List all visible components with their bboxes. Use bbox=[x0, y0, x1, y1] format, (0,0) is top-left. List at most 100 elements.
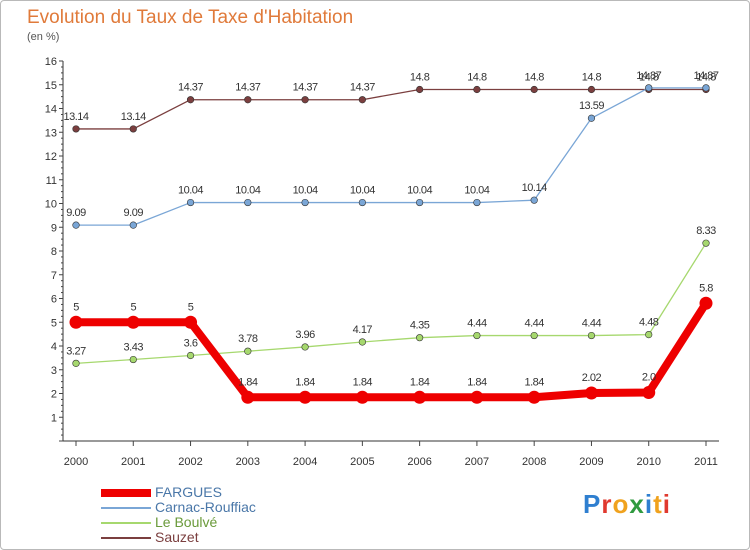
x-tick-label: 2011 bbox=[694, 456, 718, 468]
data-label: 14.37 bbox=[178, 82, 203, 94]
data-label: 14.8 bbox=[410, 72, 430, 84]
data-point bbox=[473, 85, 481, 94]
x-tick-label: 2010 bbox=[636, 456, 660, 468]
data-point bbox=[645, 331, 653, 339]
data-label: 14.8 bbox=[524, 72, 544, 84]
data-label: 14.8 bbox=[582, 72, 602, 84]
data-label: 2.0 bbox=[642, 372, 656, 384]
y-tick-label: 5 bbox=[51, 317, 57, 329]
y-tick-label: 4 bbox=[51, 341, 57, 353]
legend-item: FARGUES bbox=[101, 485, 256, 500]
data-point bbox=[301, 198, 309, 207]
legend-label: FARGUES bbox=[155, 484, 222, 500]
data-point bbox=[699, 296, 713, 310]
data-label: 14.37 bbox=[350, 82, 375, 94]
data-point bbox=[473, 331, 481, 340]
logo-letter: i bbox=[662, 489, 671, 519]
data-point bbox=[416, 85, 424, 94]
data-point bbox=[358, 198, 366, 207]
series-line-sauzet bbox=[76, 88, 706, 130]
logo-letter: r bbox=[601, 489, 613, 519]
data-label: 5 bbox=[188, 301, 194, 313]
data-label: 14.8 bbox=[467, 72, 487, 84]
data-point bbox=[72, 359, 80, 367]
x-tick-label: 2006 bbox=[407, 456, 431, 468]
data-point bbox=[587, 85, 596, 94]
data-label: 10.04 bbox=[178, 185, 203, 197]
y-tick-label: 7 bbox=[51, 270, 57, 282]
data-label: 5 bbox=[73, 301, 79, 313]
series-line-fargues bbox=[76, 301, 710, 402]
data-label: 1.84 bbox=[353, 376, 373, 388]
x-tick-label: 2009 bbox=[579, 456, 603, 468]
chart-legend: FARGUES Carnac-Rouffiac Le Boulvé Sauzet bbox=[101, 485, 256, 545]
legend-item: Carnac-Rouffiac bbox=[101, 500, 256, 515]
data-label: 8.33 bbox=[696, 225, 716, 237]
data-point bbox=[702, 84, 710, 92]
data-label: 4.44 bbox=[467, 318, 487, 330]
legend-swatch bbox=[101, 521, 151, 524]
logo-letter: P bbox=[583, 489, 602, 519]
data-label: 10.04 bbox=[350, 185, 375, 197]
x-tick-label: 2005 bbox=[350, 456, 374, 468]
data-point bbox=[186, 198, 195, 207]
data-label: 1.84 bbox=[295, 376, 315, 388]
data-label: 1.84 bbox=[410, 376, 430, 388]
logo-letter: o bbox=[612, 489, 630, 519]
legend-item: Le Boulvé bbox=[101, 515, 256, 530]
data-label: 3.27 bbox=[66, 345, 86, 357]
data-point bbox=[355, 390, 369, 404]
data-point bbox=[527, 390, 541, 404]
y-tick-label: 8 bbox=[51, 246, 57, 258]
data-point bbox=[129, 221, 137, 229]
x-tick-label: 2003 bbox=[236, 456, 260, 468]
data-point bbox=[584, 386, 598, 400]
data-label: 4.44 bbox=[582, 318, 602, 330]
data-label: 3.96 bbox=[295, 329, 315, 341]
x-tick-label: 2001 bbox=[121, 456, 145, 468]
y-tick-label: 16 bbox=[45, 56, 57, 68]
data-label: 2.02 bbox=[582, 372, 602, 384]
data-label: 14.37 bbox=[235, 82, 260, 94]
data-point bbox=[416, 334, 424, 342]
series-line-carnac-rouffiac bbox=[76, 87, 706, 226]
data-point bbox=[530, 196, 538, 204]
data-label: 3.78 bbox=[238, 333, 258, 345]
data-label: 1.84 bbox=[524, 376, 544, 388]
y-tick-label: 1 bbox=[51, 412, 57, 424]
data-label: 9.09 bbox=[66, 207, 86, 219]
x-tick-label: 2000 bbox=[64, 456, 88, 468]
data-point bbox=[72, 221, 80, 229]
y-tick-label: 11 bbox=[46, 175, 57, 187]
data-point bbox=[358, 338, 366, 346]
data-point bbox=[72, 125, 80, 133]
logo-letter: i bbox=[644, 489, 654, 519]
data-label: 3.6 bbox=[184, 338, 198, 350]
data-point bbox=[186, 351, 195, 360]
data-point bbox=[129, 125, 137, 133]
data-label: 14.8 bbox=[639, 72, 659, 84]
data-point bbox=[301, 96, 309, 104]
data-point bbox=[416, 198, 424, 207]
logo-letter: t bbox=[653, 489, 663, 519]
data-label: 14.8 bbox=[696, 72, 716, 84]
data-point bbox=[413, 390, 427, 404]
chart-subtitle: (en %) bbox=[27, 31, 60, 43]
legend-label: Le Boulvé bbox=[155, 514, 218, 530]
data-point bbox=[298, 390, 312, 404]
data-label: 3.43 bbox=[124, 342, 144, 354]
y-tick-label: 10 bbox=[45, 199, 57, 211]
data-point bbox=[587, 114, 596, 122]
y-tick-label: 3 bbox=[51, 365, 57, 377]
legend-label: Carnac-Rouffiac bbox=[155, 499, 256, 515]
data-label: 5.8 bbox=[699, 282, 713, 294]
data-point bbox=[69, 315, 83, 329]
data-point bbox=[301, 343, 309, 351]
data-point bbox=[530, 331, 538, 340]
legend-swatch bbox=[101, 506, 151, 509]
data-label: 10.04 bbox=[407, 185, 432, 197]
data-point bbox=[241, 390, 255, 404]
data-point bbox=[358, 96, 366, 104]
data-point bbox=[126, 315, 140, 329]
data-label: 10.14 bbox=[522, 182, 547, 194]
